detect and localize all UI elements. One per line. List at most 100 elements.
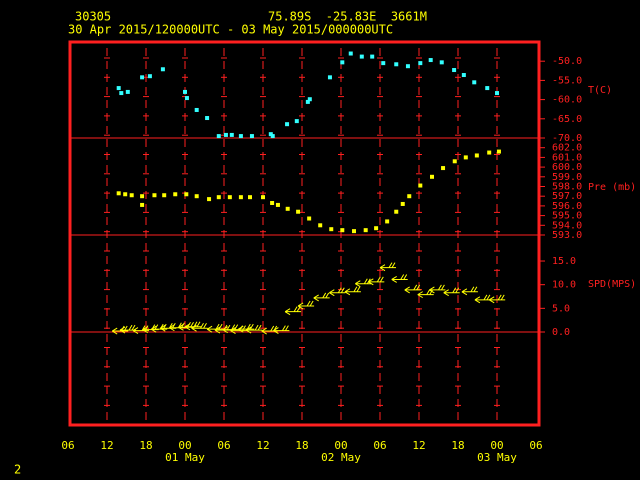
x-tick-label: 12 — [100, 439, 113, 452]
point — [359, 54, 364, 59]
point — [400, 201, 405, 206]
point — [119, 91, 124, 96]
point — [452, 159, 457, 164]
wind-arrow — [488, 294, 506, 304]
x-tick-label: 12 — [256, 439, 269, 452]
point — [441, 166, 446, 171]
y-tick-label: 0.0 — [552, 327, 570, 338]
wind-arrow — [391, 274, 408, 283]
wind-arrow — [297, 300, 315, 310]
point — [270, 200, 275, 205]
point — [294, 119, 299, 124]
point — [238, 195, 243, 200]
point — [116, 86, 121, 91]
wind-arrow — [429, 284, 446, 294]
wind-arrow — [238, 323, 255, 333]
day-label: 02 May — [321, 451, 361, 464]
wind-arrow — [222, 324, 239, 334]
point — [352, 229, 356, 234]
wind-arrow — [284, 306, 302, 316]
station: 30305 — [75, 10, 111, 24]
point — [216, 134, 221, 139]
axis-label: Pre (mb) — [588, 182, 636, 193]
point — [125, 89, 130, 94]
wind-arrow — [461, 286, 478, 296]
point — [207, 197, 212, 202]
point — [407, 194, 412, 199]
point — [227, 195, 232, 200]
y-tick-label: 599.0 — [552, 172, 582, 183]
plot-frame — [68, 40, 541, 427]
point — [439, 60, 444, 65]
y-tick-label: 596.0 — [552, 201, 582, 212]
point — [340, 60, 345, 65]
wind-arrow — [273, 325, 290, 335]
x-tick-label: 00 — [178, 439, 191, 452]
x-tick-label: 00 — [334, 439, 347, 452]
point — [248, 195, 252, 200]
point — [296, 209, 301, 214]
point — [472, 80, 477, 85]
point — [461, 73, 466, 78]
wind-arrow — [119, 324, 136, 334]
point — [147, 74, 152, 79]
point — [194, 194, 199, 199]
y-tick-label: -65.0 — [552, 114, 582, 125]
y-tick-label: -50.0 — [552, 56, 582, 67]
point — [216, 195, 221, 200]
point — [116, 191, 121, 196]
y-tick-label: 598.0 — [552, 182, 582, 193]
y-tick-label: 595.0 — [552, 211, 582, 222]
point — [307, 216, 312, 221]
point — [152, 193, 157, 198]
wind-arrow — [160, 322, 177, 332]
point — [249, 134, 254, 139]
wind-arrow — [355, 278, 372, 288]
x-tick-label: 00 — [490, 439, 503, 452]
y-tick-label: 10.0 — [552, 280, 576, 291]
y-tick-label: 15.0 — [552, 256, 576, 267]
point — [405, 64, 410, 69]
point — [123, 192, 128, 197]
point — [162, 193, 167, 198]
point — [229, 132, 234, 137]
point — [184, 192, 189, 197]
wind-arrow — [474, 294, 491, 304]
wind-arrow — [169, 322, 186, 332]
day-label: 03 May — [477, 451, 517, 464]
location: 75.89S -25.83E 3661M — [268, 10, 427, 24]
wind-arrow — [344, 286, 361, 296]
wind-arrow — [150, 323, 168, 333]
point — [160, 67, 165, 72]
wind-arrow — [404, 284, 421, 294]
day-label: 01 May — [165, 451, 205, 464]
point — [418, 183, 423, 188]
wind-arrow — [379, 262, 396, 272]
page-number: 2 — [14, 463, 21, 477]
y-tick-label: 601.0 — [552, 152, 582, 163]
point — [394, 209, 399, 214]
point — [452, 68, 457, 73]
point — [348, 51, 353, 56]
point — [370, 54, 375, 59]
wind-arrow — [245, 324, 263, 334]
wind-arrow — [368, 276, 385, 286]
point — [140, 202, 145, 207]
wind-arrow — [111, 325, 129, 335]
wind-arrow — [142, 324, 159, 334]
y-tick-label: 5.0 — [552, 303, 570, 314]
point — [285, 122, 290, 127]
point — [418, 61, 423, 66]
point — [485, 86, 490, 91]
wind-arrow — [329, 287, 346, 297]
point — [496, 149, 501, 154]
point — [385, 219, 390, 224]
y-tick-label: 602.0 — [552, 143, 582, 154]
point — [381, 61, 386, 66]
y-tick-label: -55.0 — [552, 75, 582, 86]
point — [173, 192, 178, 197]
point — [495, 91, 499, 96]
point — [329, 227, 334, 232]
point — [394, 62, 399, 67]
point — [223, 132, 228, 137]
